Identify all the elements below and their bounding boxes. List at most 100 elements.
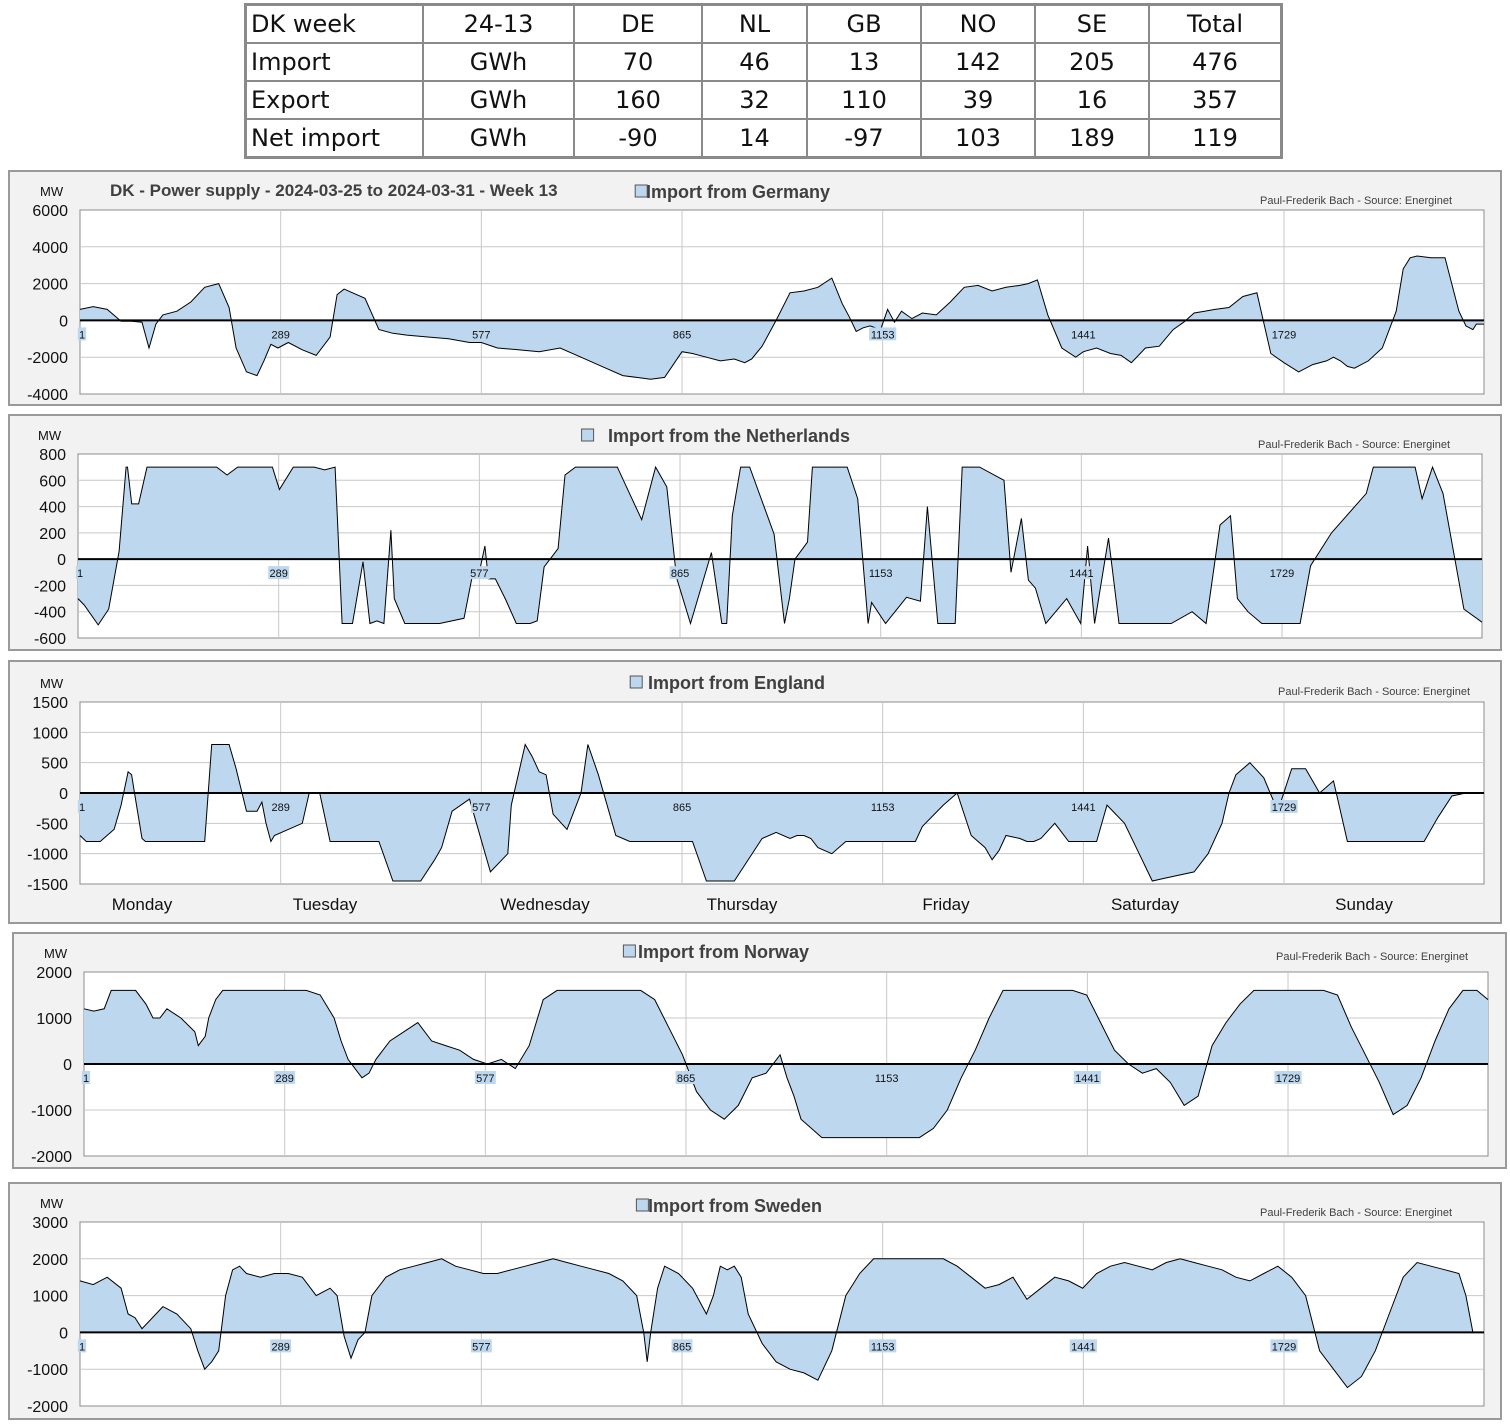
x-tick-bg (77, 1339, 87, 1353)
weekday-label: Wednesday (500, 895, 590, 914)
table-cell: 32 (701, 80, 808, 120)
x-tick-bg (470, 327, 492, 341)
x-tick-bg (1268, 566, 1296, 580)
x-tick-bg (1270, 327, 1298, 341)
legend-swatch (634, 184, 648, 198)
x-tick-label: 865 (671, 568, 689, 580)
x-tick-label: 1729 (1272, 329, 1296, 341)
y-tick-label: 0 (57, 552, 66, 569)
table-row: Export GWh 160 32 110 39 16 357 (244, 80, 1283, 120)
x-tick-bg (270, 327, 292, 341)
credit-label: Paul-Frederik Bach - Source: Energinet (1260, 195, 1452, 207)
x-tick-bg (873, 1071, 901, 1084)
x-tick-bg (470, 800, 492, 813)
y-tick-label: -500 (36, 816, 68, 833)
credit-label: Paul-Frederik Bach - Source: Energinet (1276, 951, 1468, 963)
table-cell: 119 (1148, 118, 1283, 159)
table-cell: 24-13 (422, 3, 575, 44)
x-tick-label: 577 (476, 1073, 494, 1085)
weekday-label: Sunday (1335, 895, 1393, 914)
x-tick-label: 865 (673, 329, 691, 341)
credit-label: Paul-Frederik Bach - Source: Energinet (1278, 686, 1470, 698)
y-tick-label: -1000 (31, 1103, 72, 1120)
x-tick-bg (867, 566, 895, 580)
summary-table: DK week 24-13 DE NL GB NO SE Total Impor… (244, 3, 1283, 159)
table-cell: NL (701, 3, 808, 44)
table-cell: GB (806, 3, 922, 44)
x-tick-label: 577 (470, 568, 488, 580)
x-tick-label: 1441 (1071, 1341, 1095, 1353)
series-area (78, 467, 1482, 625)
table-cell: DK week (244, 3, 424, 44)
chart-title: Import from Norway (638, 942, 809, 962)
table-cell: Import (244, 42, 424, 82)
x-tick-bg (671, 1339, 693, 1353)
y-tick-label: 1500 (32, 695, 68, 712)
x-tick-label: 289 (271, 1341, 289, 1353)
series-line (79, 743, 1484, 882)
chart-panel-england: 1500 1000 500 0 -500 -1000 -1500 MW 1 289 577 865 11… (8, 660, 1502, 924)
unit-label: MW (44, 946, 68, 961)
y-tick-label: 0 (59, 786, 68, 803)
x-tick-bg (675, 1071, 697, 1084)
x-tick-label: 577 (472, 1341, 490, 1353)
x-tick-label: 1 (77, 568, 83, 580)
x-tick-bg (1274, 1071, 1302, 1084)
x-tick-bg (1073, 1071, 1101, 1084)
series-line (83, 989, 1489, 1139)
table-cell: 357 (1148, 80, 1283, 120)
y-tick-label: -4000 (27, 387, 68, 404)
chart-svg: 800 600 400 200 0 -200 -400 -600 MW 1 289 577 865 115… (34, 426, 1483, 648)
y-tick-label: -600 (34, 631, 66, 648)
x-tick-bg (81, 1071, 91, 1084)
chart-title: Import from the Netherlands (608, 426, 850, 446)
x-tick-bg (1067, 566, 1095, 580)
x-tick-label: 1 (79, 802, 85, 814)
unit-label: MW (40, 184, 64, 199)
table-row: Import GWh 70 46 13 142 205 476 (244, 42, 1283, 82)
y-tick-label: 1000 (36, 1011, 72, 1028)
x-tick-bg (274, 1071, 296, 1084)
legend-swatch (635, 1198, 649, 1212)
y-tick-label: 800 (39, 447, 66, 464)
chart-panel-sweden: 3000 2000 1000 0 -1000 -2000 MW 1 289 577 865 1153 1… (8, 1182, 1502, 1420)
y-tick-label: 0 (63, 1057, 72, 1074)
series-area (80, 256, 1484, 380)
x-tick-bg (468, 566, 490, 580)
series-area (80, 1258, 1484, 1388)
table-cell: Total (1148, 3, 1283, 44)
x-tick-label: 289 (271, 802, 289, 814)
y-tick-label: -2000 (27, 350, 68, 367)
x-tick-bg (869, 800, 897, 813)
y-tick-label: 600 (39, 473, 66, 490)
y-tick-label: 4000 (32, 240, 68, 257)
chart-svg: 1500 1000 500 0 -500 -1000 -1500 MW 1 289 577 865 11… (27, 673, 1485, 914)
legend-swatch (629, 675, 643, 689)
unit-label: MW (40, 676, 64, 691)
x-tick-bg (77, 327, 87, 341)
table-cell: 14 (701, 118, 808, 159)
chart-panel-norway: 2000 1000 0 -1000 -2000 MW 1 289 577 865 1153 1441 1… (12, 932, 1507, 1169)
y-tick-label: 1000 (32, 1289, 68, 1306)
x-tick-bg (270, 800, 292, 813)
x-tick-label: 1441 (1069, 568, 1093, 580)
table-cell: 205 (1034, 42, 1150, 82)
y-tick-label: 3000 (32, 1215, 68, 1232)
chart-svg: 6000 4000 2000 0 -2000 -4000 MW 1 289 577 865 1153 1… (27, 181, 1485, 404)
table-cell: SE (1034, 3, 1150, 44)
table-cell: 13 (806, 42, 922, 82)
y-tick-label: 0 (59, 313, 68, 330)
x-tick-label: 289 (275, 1073, 293, 1085)
table-header-row: DK week 24-13 DE NL GB NO SE Total (244, 3, 1283, 44)
weekday-label: Saturday (1111, 895, 1180, 914)
x-tick-label: 1153 (871, 1341, 895, 1353)
chart-svg: 2000 1000 0 -1000 -2000 MW 1 289 577 865 1153 1441 1… (31, 942, 1489, 1166)
legend-swatch (581, 428, 595, 442)
series-line (79, 1258, 1484, 1389)
x-tick-bg (1270, 1339, 1298, 1353)
chart-svg: 3000 2000 1000 0 -1000 -2000 MW 1 289 577 865 1153 1… (27, 1196, 1485, 1416)
table-cell: GWh (422, 118, 575, 159)
y-tick-label: -2000 (31, 1149, 72, 1166)
credit-label: Paul-Frederik Bach - Source: Energinet (1260, 1207, 1452, 1219)
series-line (79, 255, 1484, 380)
